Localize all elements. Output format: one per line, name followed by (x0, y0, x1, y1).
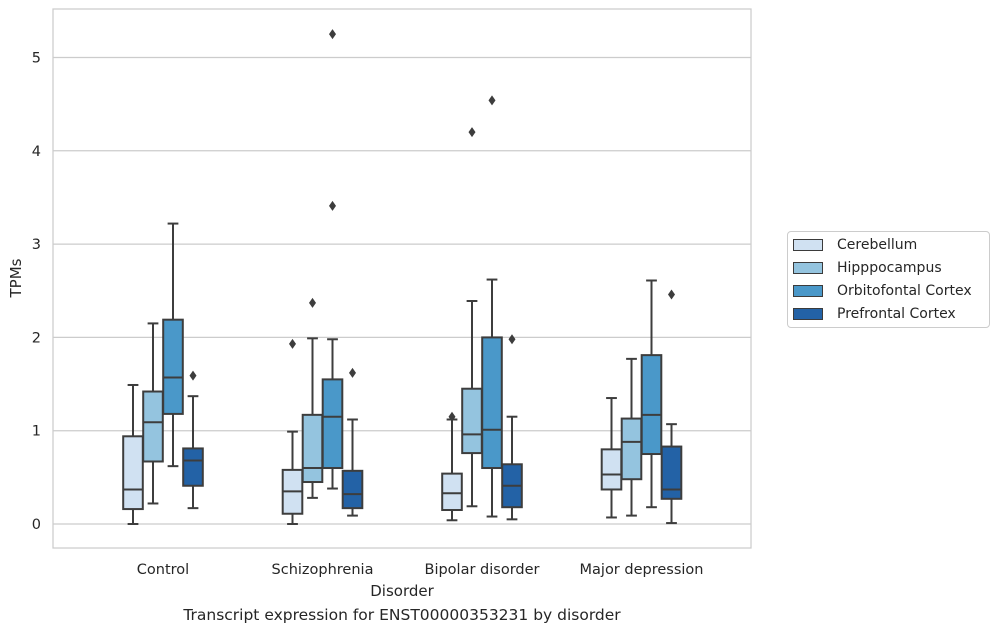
box-cerebellum-control (122, 383, 144, 525)
box-iqr (481, 336, 503, 470)
box-iqr (341, 469, 364, 510)
y-tick-label: 5 (32, 51, 41, 67)
outlier-point (349, 367, 356, 378)
box-iqr (620, 417, 643, 481)
outlier-point (329, 29, 336, 40)
chart-caption: Transcript expression for ENST0000035323… (183, 606, 621, 624)
box-iqr (640, 354, 663, 456)
box-prefrontal-cortex-schizophrenia (341, 367, 364, 517)
box-iqr (461, 387, 483, 455)
box-hipppocampus-bipolar-disorder (461, 127, 483, 508)
outlier-point (329, 200, 336, 211)
legend-label-prefrontal: Prefrontal Cortex (837, 306, 956, 322)
box-iqr (162, 318, 184, 415)
box-orbitofontal-cortex-schizophrenia (321, 29, 344, 490)
y-axis-label: TPMs (7, 258, 25, 298)
outlier-point (668, 289, 675, 300)
y-tick-label: 0 (32, 517, 41, 533)
box-prefrontal-cortex-bipolar-disorder (501, 334, 523, 521)
outlier-point (448, 411, 456, 422)
y-tick-label: 4 (32, 144, 41, 160)
box-cerebellum-bipolar-disorder (441, 411, 463, 522)
box-hipppocampus-control (142, 322, 164, 505)
box-cerebellum-major-depression (600, 397, 623, 519)
box-iqr (142, 390, 164, 463)
legend-swatch-orbitofrontal (793, 285, 823, 297)
box-hipppocampus-major-depression (620, 357, 643, 517)
box-hipppocampus-schizophrenia (301, 297, 324, 499)
box-iqr (660, 445, 683, 500)
x-tick-label: Schizophrenia (272, 562, 374, 578)
y-tick-label: 1 (32, 424, 41, 440)
x-tick-label: Major depression (580, 562, 704, 578)
legend-item-cerebellum: Cerebellum (793, 235, 917, 255)
box-iqr (321, 378, 344, 470)
legend-label-orbitofrontal: Orbitofontal Cortex (837, 283, 972, 299)
y-tick-label: 3 (32, 237, 41, 253)
legend-label-hippocampus: Hipppocampus (837, 260, 942, 276)
legend-item-orbitofrontal: Orbitofontal Cortex (793, 281, 972, 301)
outlier-point (468, 127, 476, 138)
y-tick-label: 2 (32, 330, 41, 346)
plot-area-frame (52, 8, 752, 549)
legend-item-prefrontal: Prefrontal Cortex (793, 304, 956, 324)
legend-swatch-cerebellum (793, 239, 823, 251)
box-plot-series (122, 29, 683, 525)
box-iqr (122, 435, 144, 511)
box-iqr (301, 413, 324, 484)
box-prefrontal-cortex-control (182, 370, 204, 510)
x-tick-label: Control (137, 562, 189, 578)
box-iqr (182, 447, 204, 487)
outlier-point (289, 338, 296, 349)
box-iqr (600, 448, 623, 491)
box-orbitofontal-cortex-bipolar-disorder (481, 95, 503, 518)
legend: Cerebellum Hipppocampus Orbitofontal Cor… (787, 231, 990, 328)
x-axis-label: Disorder (370, 582, 434, 600)
legend-swatch-hippocampus (793, 262, 823, 274)
box-orbitofontal-cortex-control (162, 222, 184, 468)
box-prefrontal-cortex-major-depression (660, 289, 683, 525)
legend-swatch-prefrontal (793, 308, 823, 320)
box-iqr (441, 472, 463, 512)
outlier-point (309, 297, 316, 308)
legend-label-cerebellum: Cerebellum (837, 237, 918, 253)
outlier-point (189, 370, 197, 381)
legend-item-hippocampus: Hipppocampus (793, 258, 942, 278)
box-orbitofontal-cortex-major-depression (640, 279, 663, 509)
x-tick-label: Bipolar disorder (425, 562, 540, 578)
box-cerebellum-schizophrenia (281, 338, 304, 525)
axis-tick-labels: 0 1 2 3 4 5 Control Schizophrenia Bipolar disord… (32, 51, 704, 579)
outlier-point (488, 95, 496, 106)
outlier-point (508, 334, 516, 345)
